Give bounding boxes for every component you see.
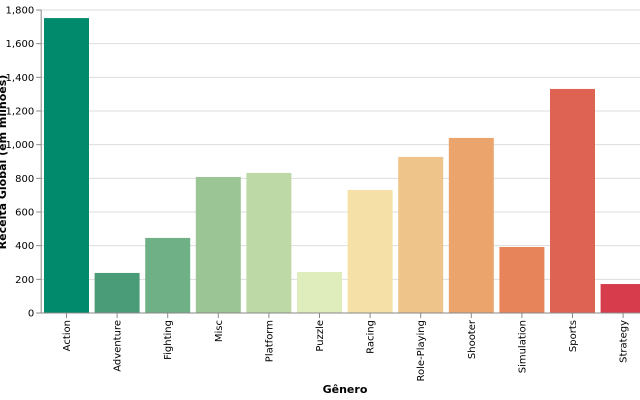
x-tick-label: Racing [366,320,377,354]
bar [44,18,89,314]
bar [550,88,595,313]
y-tick-label: 1,800 [6,6,35,17]
x-tick-label: Action [62,320,73,351]
x-tick-label: Simulation [517,320,528,373]
y-tick-label: 600 [15,208,34,219]
bar [448,137,494,313]
x-tick-label: Shooter [467,319,478,359]
x-tick-label: Puzzle [315,320,326,352]
bar [398,156,444,313]
y-tick-label: 0 [28,309,34,320]
x-tick-label: Adventure [113,320,124,372]
bar [94,272,140,313]
x-tick-label: Misc [214,320,225,342]
bar [297,271,342,313]
x-tick-label: Fighting [163,320,174,360]
y-tick-label: 800 [15,174,34,185]
y-tick-label: 400 [15,241,34,252]
bar [246,172,292,313]
y-axis-title: Receita Global (em milhões) [0,75,9,250]
y-tick-label: 1,000 [6,140,35,151]
x-tick-label: Sports [568,320,579,352]
x-axis-title: Gênero [323,383,368,396]
bar [600,284,640,313]
x-tick-label: Role-Playing [416,320,427,381]
y-tick-label: 1,600 [6,39,35,50]
bar [347,189,393,313]
y-tick-label: 1,400 [6,73,35,84]
x-tick-label: Strategy [619,320,630,363]
y-tick-label: 1,200 [6,107,35,118]
bar [499,247,545,313]
y-tick-label: 200 [15,275,34,286]
x-tick-label: Platform [264,320,275,362]
bar [145,237,191,313]
bar [195,176,241,313]
